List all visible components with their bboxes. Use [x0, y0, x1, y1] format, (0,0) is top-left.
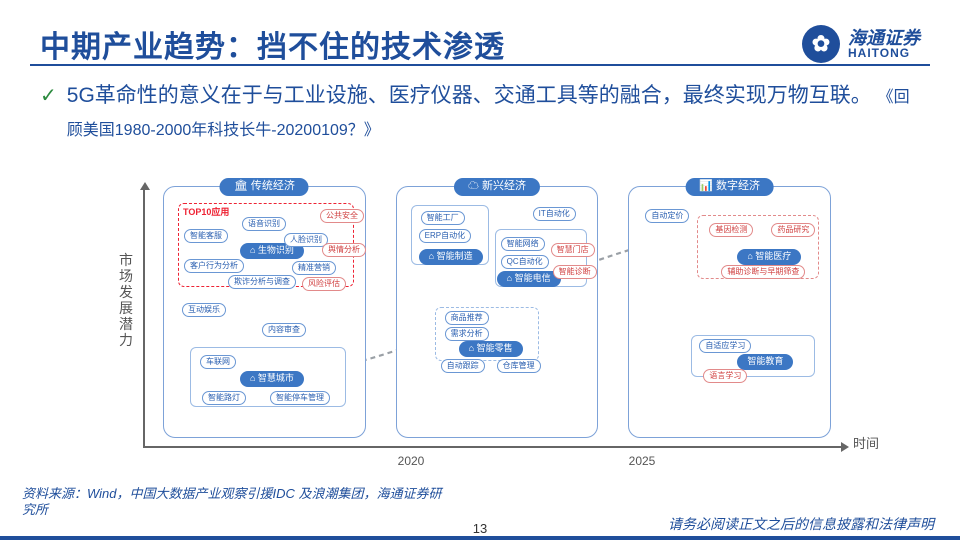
tag: 欺诈分析与调查 — [228, 275, 296, 289]
tag: 精准营销 — [292, 261, 336, 275]
check-icon: ✓ — [40, 80, 57, 145]
x-tick: 2025 — [629, 454, 656, 468]
category-pill: 智能教育 — [737, 354, 793, 370]
y-axis-line — [143, 190, 145, 446]
tag: 辅助诊断与早期筛查 — [721, 265, 805, 279]
tag: 语言学习 — [703, 369, 747, 383]
tag: 智能停车管理 — [270, 391, 330, 405]
tag: 智慧门店 — [551, 243, 595, 257]
diagram: 市场发展潜力 时间 20202025 🏛 传统经济TOP10应用⌂ 生物识别⌂ … — [145, 180, 845, 470]
tag: 智能路灯 — [202, 391, 246, 405]
panel: ☁ 新兴经济⌂ 智能制造⌂ 智能电信⌂ 智能零售智能工厂ERP自动化IT自动化智… — [396, 186, 599, 438]
tag: 内容审查 — [262, 323, 306, 337]
logo-cn: 海通证券 — [848, 29, 920, 47]
category-pill: ⌂ 智能医疗 — [737, 249, 801, 265]
footer-line — [0, 536, 960, 540]
tag: 互动娱乐 — [182, 303, 226, 317]
x-tick: 2020 — [398, 454, 425, 468]
panels-row: 🏛 传统经济TOP10应用⌂ 生物识别⌂ 智慧城市智能客服语音识别公共安全人脸识… — [163, 186, 831, 438]
main-bullet: ✓ 5G革命性的意义在于与工业设施、医疗仪器、交通工具等的融合，最终实现万物互联… — [40, 80, 920, 145]
bullet-text: 5G革命性的意义在于与工业设施、医疗仪器、交通工具等的融合，最终实现万物互联。 … — [67, 80, 920, 145]
panel-body: ⌂ 智能医疗智能教育 自动定价基因检测 药品研究辅助诊断与早期筛查自适应学习语言学习 — [637, 199, 822, 429]
tag: 客户行为分析 — [184, 259, 244, 273]
top10-label: TOP10应用 — [183, 205, 229, 218]
panel-body: ⌂ 智能制造⌂ 智能电信⌂ 智能零售智能工厂ERP自动化IT自动化智能网络智慧门… — [405, 199, 590, 429]
panel-title: ☁ 新兴经济 — [454, 178, 540, 196]
panel: 🏛 传统经济TOP10应用⌂ 生物识别⌂ 智慧城市智能客服语音识别公共安全人脸识… — [163, 186, 366, 438]
title-divider — [30, 64, 930, 66]
category-pill: ⌂ 智能电信 — [497, 271, 561, 287]
tag: 公共安全 — [320, 209, 364, 223]
category-pill: ⌂ 智能制造 — [419, 249, 483, 265]
x-axis-label: 时间 — [853, 433, 879, 452]
tag: 仓库管理 — [497, 359, 541, 373]
tag: 商品推荐 — [445, 311, 489, 325]
source-text: 资料来源：Wind，中国大数据产业观察引援IDC 及浪潮集团，海通证券研究所 — [22, 486, 452, 519]
tag: 人脸识别 — [284, 233, 328, 247]
x-axis-line — [143, 446, 841, 448]
logo-mark-icon: ✿ — [802, 25, 840, 63]
slide-root: 中期产业趋势：挡不住的技术渗透 ✿ 海通证券 HAITONG ✓ 5G革命性的意… — [0, 0, 960, 540]
panel-body: TOP10应用⌂ 生物识别⌂ 智慧城市智能客服语音识别公共安全人脸识别舆情分析客… — [172, 199, 357, 429]
tag: 智能诊断 — [553, 265, 597, 279]
panel: 📊 数字经济⌂ 智能医疗智能教育自动定价基因检测药品研究辅助诊断与早期筛查自适应… — [628, 186, 831, 438]
page-number: 13 — [473, 521, 487, 536]
tag: 智能客服 — [184, 229, 228, 243]
title-row: 中期产业趋势：挡不住的技术渗透 ✿ 海通证券 HAITONG — [40, 22, 920, 66]
y-axis-label: 市场发展潜力 — [117, 252, 135, 349]
brand-logo: ✿ 海通证券 HAITONG — [802, 25, 920, 63]
logo-text: 海通证券 HAITONG — [848, 29, 920, 59]
tag: 需求分析 — [445, 327, 489, 341]
tag: 自适应学习 — [699, 339, 751, 353]
tag: 基因检测 — [709, 223, 753, 237]
logo-en: HAITONG — [848, 47, 910, 59]
disclaimer-text: 请务必阅读正文之后的信息披露和法律声明 — [668, 514, 934, 534]
tag: 车联网 — [200, 355, 236, 369]
tag: ERP自动化 — [419, 229, 471, 243]
category-pill: ⌂ 智慧城市 — [240, 371, 304, 387]
tag: 药品研究 — [771, 223, 815, 237]
tag: QC自动化 — [501, 255, 549, 269]
category-pill: ⌂ 智能零售 — [459, 341, 523, 357]
tag: 语音识别 — [242, 217, 286, 231]
tag: IT自动化 — [533, 207, 576, 221]
panel-title: 🏛 传统经济 — [220, 178, 309, 196]
footer: 资料来源：Wind，中国大数据产业观察引援IDC 及浪潮集团，海通证券研究所 1… — [0, 496, 960, 540]
page-title: 中期产业趋势：挡不住的技术渗透 — [40, 22, 505, 66]
panel-title: 📊 数字经济 — [685, 178, 774, 196]
tag: 舆情分析 — [322, 243, 366, 257]
tag: 风险评估 — [302, 277, 346, 291]
bullet-main: 5G革命性的意义在于与工业设施、医疗仪器、交通工具等的融合，最终实现万物互联。 — [67, 84, 872, 107]
tag: 智能工厂 — [421, 211, 465, 225]
tag: 智能网络 — [501, 237, 545, 251]
tag: 自动跟踪 — [441, 359, 485, 373]
tag: 自动定价 — [645, 209, 689, 223]
